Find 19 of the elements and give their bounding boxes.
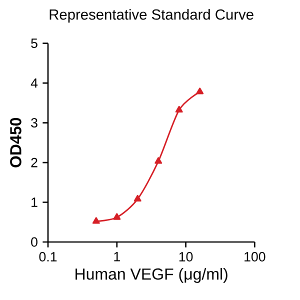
x-tick-label: 10 bbox=[179, 252, 193, 262]
x-tick-label: 100 bbox=[244, 252, 266, 262]
y-tick-label: 4 bbox=[30, 78, 38, 88]
y-tick-label: 1 bbox=[32, 198, 38, 207]
point bbox=[113, 213, 121, 220]
point bbox=[134, 194, 142, 202]
y-tick-label: 0 bbox=[31, 237, 38, 247]
x-tick-label: 0.1 bbox=[39, 252, 57, 262]
point bbox=[92, 217, 100, 224]
y-tick-label: 3 bbox=[31, 118, 38, 128]
point bbox=[175, 106, 183, 113]
y-tick-label: 5 bbox=[31, 38, 38, 48]
x-tick-label: 1 bbox=[114, 252, 120, 262]
y-axis-title: OD450 bbox=[10, 118, 22, 168]
point bbox=[196, 88, 204, 94]
point bbox=[154, 157, 162, 164]
x-axis-title: Human VEGF (μg/ml) bbox=[76, 268, 228, 283]
chart-title: Representative Standard Curve bbox=[50, 8, 254, 23]
y-tick-label: 2 bbox=[31, 158, 38, 168]
